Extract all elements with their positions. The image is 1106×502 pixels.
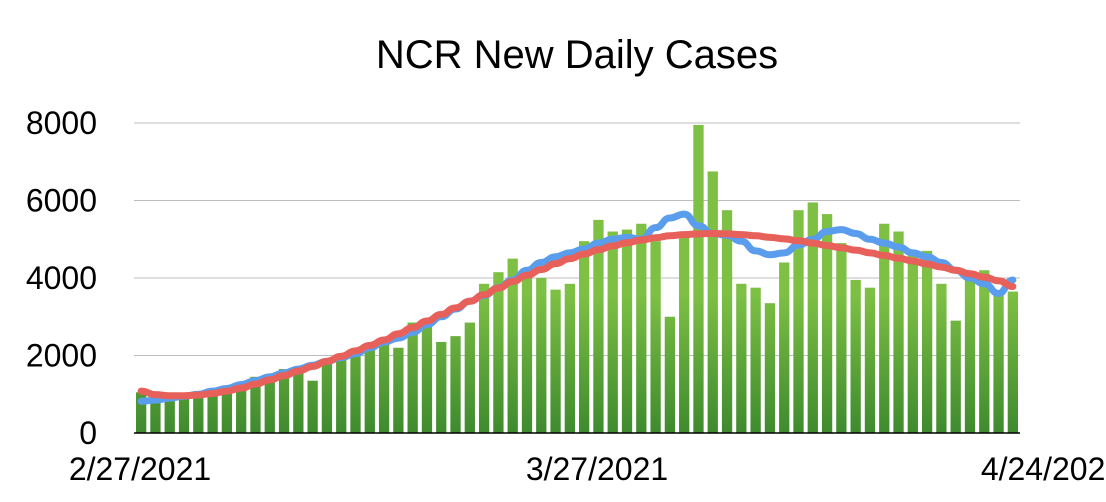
bar: [1007, 291, 1018, 433]
bar: [278, 369, 290, 433]
x-axis: 2/27/2021 3/27/2021 4/24/2021: [69, 432, 1106, 487]
bar: [593, 219, 604, 433]
bar: [336, 355, 347, 433]
bar: [936, 283, 947, 433]
bar: [178, 396, 190, 433]
x-tick-label: 3/27/2021: [526, 451, 668, 487]
bar: [793, 210, 804, 433]
bar: [136, 392, 147, 433]
bar: [564, 283, 575, 433]
y-tick-label: 4000: [26, 260, 97, 296]
bar: [693, 124, 704, 433]
bar: [350, 353, 361, 433]
bar: [964, 272, 976, 433]
bar: [321, 363, 333, 433]
bar: [707, 171, 718, 433]
bar: [478, 283, 490, 433]
bar: [679, 235, 690, 433]
y-tick-label: 2000: [26, 338, 97, 374]
bar: [193, 396, 204, 433]
bar: [164, 394, 175, 433]
bar: [950, 320, 961, 433]
x-tick-label: 4/24/2021: [981, 451, 1106, 487]
bar: [493, 272, 504, 433]
y-tick-label: 0: [79, 415, 97, 451]
bar: [807, 202, 818, 433]
bar: [607, 231, 618, 433]
bar: [750, 287, 761, 433]
bar: [450, 336, 461, 433]
line-series: [137, 210, 1017, 405]
bar: [650, 241, 661, 433]
bar: [550, 289, 561, 433]
bar: [621, 229, 633, 433]
bar: [907, 250, 918, 433]
y-axis: 0 2000 4000 6000 8000: [26, 105, 97, 451]
bar: [307, 380, 318, 433]
bar: [364, 343, 375, 433]
bar: [721, 210, 733, 433]
y-tick-label: 8000: [26, 105, 97, 141]
bar: [507, 258, 518, 433]
bar: [821, 214, 833, 433]
bar: [850, 279, 861, 433]
bar: [421, 322, 433, 433]
bar: [764, 303, 776, 433]
bar: [579, 241, 590, 433]
bar: [407, 322, 418, 433]
x-tick-label: 2/27/2021: [69, 451, 211, 487]
bar: [236, 386, 247, 433]
bar-series: [136, 124, 1018, 433]
bar: [393, 347, 404, 433]
bar: [536, 278, 547, 433]
bar: [464, 322, 475, 433]
bar: [921, 250, 933, 433]
bar: [879, 223, 890, 433]
bar: [250, 376, 261, 433]
bar: [836, 243, 847, 433]
bar: [221, 392, 233, 433]
bar: [736, 283, 747, 433]
series-line-red: [137, 229, 1017, 400]
bar: [293, 372, 304, 433]
bar: [150, 398, 161, 433]
bar: [664, 316, 676, 433]
bar: [864, 287, 876, 433]
chart-title: NCR New Daily Cases: [376, 33, 778, 77]
bar: [378, 341, 390, 433]
bar: [207, 394, 218, 433]
bar: [993, 291, 1004, 433]
bar: [979, 270, 990, 433]
bar: [436, 341, 447, 433]
bar: [779, 262, 790, 433]
bar: [521, 274, 533, 433]
bar: [893, 231, 904, 433]
bar: [264, 374, 275, 433]
y-tick-label: 6000: [26, 183, 97, 219]
bar: [636, 223, 647, 433]
